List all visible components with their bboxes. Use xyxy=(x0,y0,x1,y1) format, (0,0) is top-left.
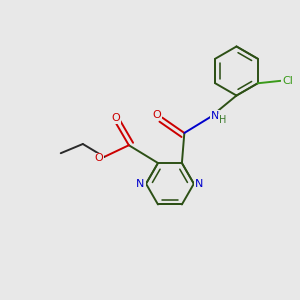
Text: O: O xyxy=(94,153,103,164)
Text: O: O xyxy=(152,110,161,120)
Text: Cl: Cl xyxy=(282,76,293,86)
Text: N: N xyxy=(211,111,220,121)
Text: N: N xyxy=(136,179,145,189)
Text: O: O xyxy=(112,112,120,123)
Text: N: N xyxy=(195,179,204,189)
Text: H: H xyxy=(219,115,226,125)
